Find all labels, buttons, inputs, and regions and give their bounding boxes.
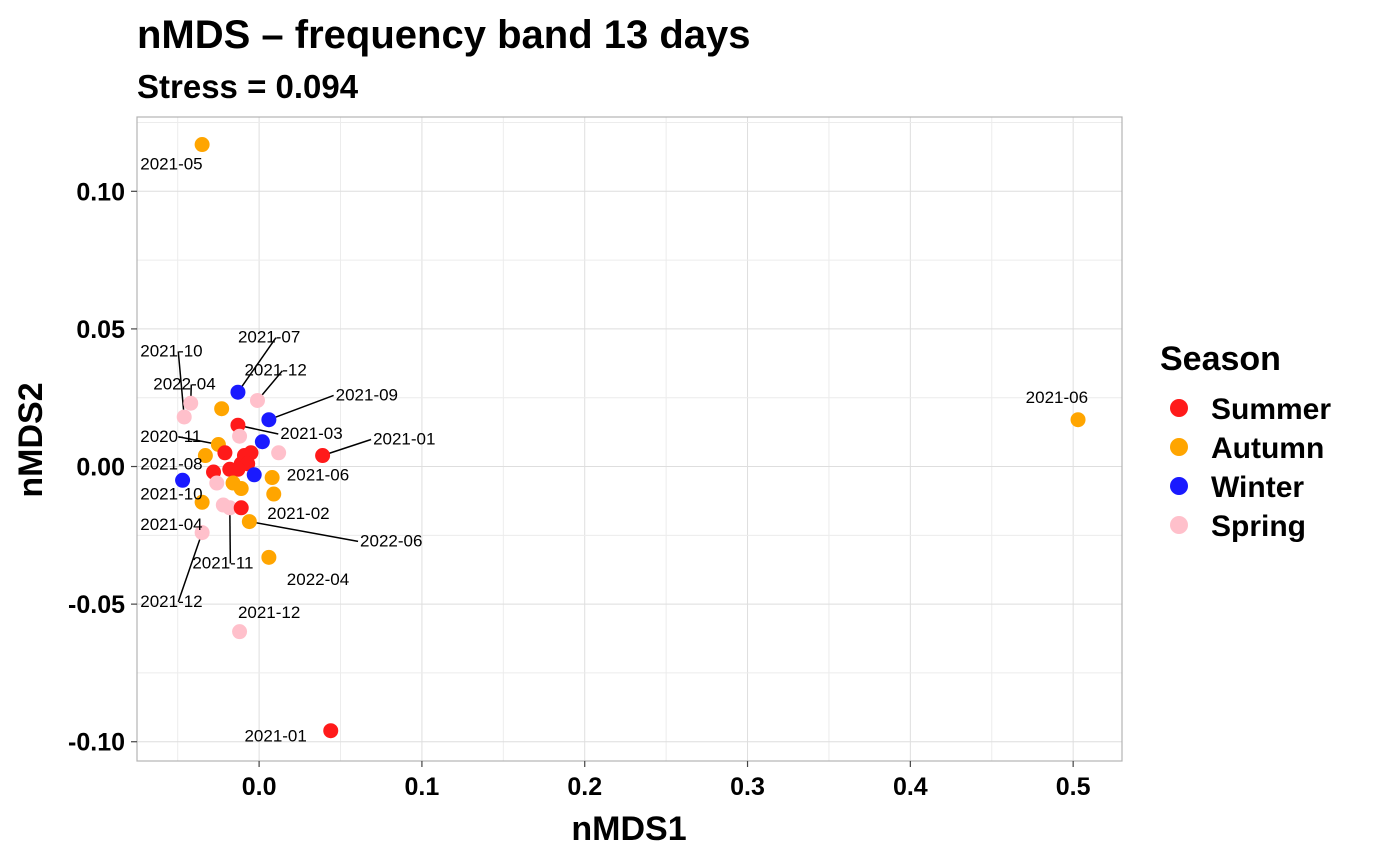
- legend-label: Autumn: [1211, 432, 1324, 465]
- point-label: 2021-02: [267, 504, 329, 523]
- point-label: 2022-04: [153, 374, 215, 393]
- data-points: [175, 137, 1086, 739]
- grid-lines: [137, 117, 1122, 761]
- point-label: 2021-10: [140, 341, 202, 360]
- point-label: 2021-03: [280, 424, 342, 443]
- data-point: [264, 470, 280, 486]
- point-label: 2021-08: [140, 454, 202, 473]
- data-point: [176, 409, 192, 425]
- point-label: 2021-12: [140, 592, 202, 611]
- chart-subtitle: Stress = 0.094: [137, 68, 359, 105]
- legend-key: [1170, 438, 1188, 456]
- data-point: [266, 486, 282, 502]
- data-point: [233, 500, 249, 516]
- data-point: [254, 434, 270, 450]
- legend-label: Winter: [1211, 471, 1304, 504]
- data-point: [197, 448, 213, 464]
- leader-line: [229, 507, 232, 564]
- x-tick-label: 0.5: [1056, 773, 1091, 801]
- data-point: [194, 525, 210, 541]
- data-point: [246, 467, 262, 483]
- y-tick-label: 0.10: [76, 178, 125, 206]
- legend-label: Spring: [1211, 510, 1306, 543]
- data-point: [271, 445, 287, 461]
- legend-title: Season: [1160, 340, 1281, 378]
- data-point: [209, 475, 225, 491]
- y-axis-title: nMDS2: [12, 382, 50, 497]
- y-axis-ticks: -0.10 -0.05 0.00 0.05 0.10: [68, 178, 137, 757]
- data-point: [194, 494, 210, 510]
- data-point: [249, 392, 265, 408]
- x-tick-label: 0.3: [730, 773, 765, 801]
- data-point: [315, 448, 331, 464]
- data-point: [232, 624, 248, 640]
- point-label: 2021-11: [192, 553, 253, 572]
- data-point: [1070, 412, 1086, 428]
- point-label: 2021-06: [287, 465, 349, 484]
- legend-key: [1170, 516, 1188, 534]
- data-point: [323, 723, 339, 739]
- point-label: 2022-04: [287, 570, 349, 589]
- legend-key: [1170, 399, 1188, 417]
- data-point: [230, 461, 246, 477]
- leader-line: [177, 351, 185, 418]
- leader-line: [249, 520, 359, 543]
- data-point: [194, 137, 210, 153]
- point-label: 2021-09: [336, 385, 398, 404]
- point-label: 2022-06: [360, 531, 422, 550]
- legend: Season Summer Autumn Winter Spring: [1160, 340, 1331, 543]
- data-point: [217, 445, 233, 461]
- x-axis-ticks: 0.0 0.1 0.2 0.3 0.4 0.5: [242, 761, 1091, 801]
- data-point: [230, 417, 246, 433]
- point-label: 2020-11: [140, 427, 201, 446]
- x-tick-label: 0.2: [567, 773, 602, 801]
- point-label: 2021-07: [238, 328, 300, 347]
- y-tick-label: 0.05: [76, 316, 125, 344]
- x-tick-label: 0.0: [242, 773, 277, 801]
- legend-items: Summer Autumn Winter Spring: [1170, 393, 1331, 543]
- point-label: 2021-10: [140, 485, 202, 504]
- leader-line: [237, 337, 277, 393]
- data-point: [261, 549, 277, 565]
- data-point: [222, 500, 238, 516]
- point-label: 2021-12: [238, 603, 300, 622]
- point-label: 2021-12: [244, 361, 306, 380]
- x-axis-title: nMDS1: [571, 810, 686, 848]
- point-label: 2021-01: [244, 727, 306, 746]
- point-label: 2021-05: [140, 154, 202, 173]
- leader-line: [177, 532, 203, 603]
- point-label: 2021-06: [1026, 388, 1088, 407]
- x-tick-label: 0.1: [405, 773, 440, 801]
- y-tick-label: -0.10: [68, 729, 125, 757]
- panel-border: [136, 116, 1123, 762]
- data-point: [183, 395, 199, 411]
- y-tick-label: -0.05: [68, 591, 125, 619]
- chart-title: nMDS – frequency band 13 days: [137, 13, 751, 57]
- data-point: [261, 412, 277, 428]
- point-label: 2021-01: [373, 430, 435, 449]
- x-tick-label: 0.4: [893, 773, 928, 801]
- legend-key: [1170, 477, 1188, 495]
- data-point: [233, 481, 249, 497]
- data-point: [241, 514, 257, 530]
- legend-label: Summer: [1211, 393, 1331, 426]
- data-point: [175, 472, 191, 488]
- data-point: [214, 401, 230, 417]
- leader-line: [322, 438, 372, 457]
- data-point: [230, 384, 246, 400]
- y-tick-label: 0.00: [76, 454, 125, 482]
- point-labels: 2021-05 2021-06 2021-01 2021-12 2021-01 2021-…: [140, 154, 1088, 745]
- leader-line: [268, 394, 334, 421]
- data-point: [232, 428, 248, 444]
- point-label: 2021-04: [140, 515, 202, 534]
